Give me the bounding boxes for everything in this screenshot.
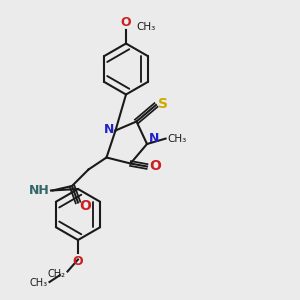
Text: O: O bbox=[121, 16, 131, 28]
Text: CH₂: CH₂ bbox=[47, 269, 65, 279]
Text: N: N bbox=[148, 132, 159, 145]
Text: S: S bbox=[158, 97, 168, 110]
Text: N: N bbox=[104, 122, 114, 136]
Text: O: O bbox=[149, 160, 161, 173]
Text: O: O bbox=[73, 255, 83, 268]
Text: CH₃: CH₃ bbox=[136, 22, 156, 32]
Text: NH: NH bbox=[29, 184, 50, 197]
Text: O: O bbox=[80, 199, 92, 212]
Text: CH₃: CH₃ bbox=[30, 278, 48, 289]
Text: CH₃: CH₃ bbox=[167, 134, 186, 144]
